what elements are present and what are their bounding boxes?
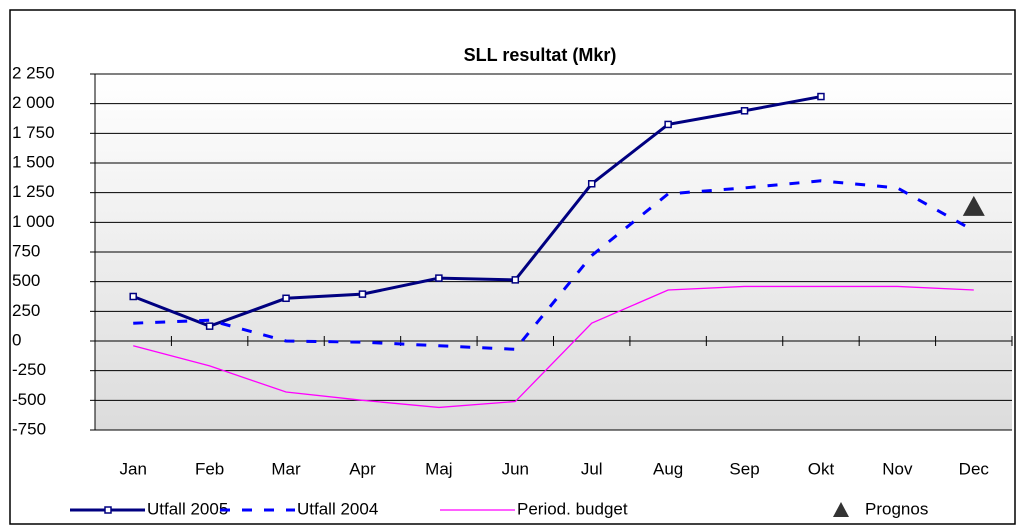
y-tick-label: 2 000: [12, 93, 55, 112]
point-marker: [511, 276, 520, 284]
legend-swatch: [833, 502, 849, 517]
legend-label: Utfall 2004: [297, 499, 378, 518]
point-marker: [358, 290, 367, 298]
x-tick-label: Maj: [425, 459, 452, 478]
x-tick-label: Mar: [271, 459, 301, 478]
series-line: [132, 95, 822, 328]
y-tick-label: -250: [12, 360, 46, 379]
y-tick-label: 750: [12, 241, 40, 260]
x-tick-label: Dec: [959, 459, 990, 478]
point-marker: [129, 292, 137, 301]
series-line: [133, 179, 975, 351]
y-tick-label: -500: [12, 390, 46, 409]
y-tick-label: 250: [12, 301, 40, 320]
x-tick-label: Jan: [119, 459, 146, 478]
x-tick-label: Apr: [349, 459, 376, 478]
legend-swatch: [104, 506, 112, 514]
x-tick-label: Nov: [882, 459, 913, 478]
y-tick-label: 1 750: [12, 123, 55, 142]
point-marker: [962, 195, 985, 216]
y-tick-label: 500: [12, 271, 40, 290]
x-tick-label: Jul: [581, 459, 603, 478]
point-marker: [817, 92, 825, 101]
x-tick-label: Feb: [195, 459, 224, 478]
series-line: [133, 285, 974, 409]
x-tick-label: Sep: [729, 459, 759, 478]
point-marker: [205, 322, 214, 330]
point-marker: [282, 294, 290, 303]
y-tick-label: -750: [12, 419, 46, 438]
x-tick-label: Jun: [502, 459, 529, 478]
x-tick-label: Aug: [653, 459, 683, 478]
point-marker: [740, 107, 749, 115]
legend-label: Prognos: [865, 499, 928, 518]
y-tick-label: 1 500: [12, 152, 55, 171]
x-tick-label: Okt: [808, 459, 835, 478]
legend-label: Utfall 2005: [147, 499, 228, 518]
point-marker: [435, 274, 443, 282]
chart-title: SLL resultat (Mkr): [464, 45, 617, 65]
y-tick-label: 2 250: [12, 63, 55, 82]
y-tick-label: 0: [12, 330, 21, 349]
point-marker: [664, 120, 672, 129]
y-tick-label: 1 000: [12, 212, 55, 231]
y-tick-label: 1 250: [12, 182, 55, 201]
point-marker: [587, 180, 596, 188]
legend-label: Period. budget: [517, 499, 628, 518]
